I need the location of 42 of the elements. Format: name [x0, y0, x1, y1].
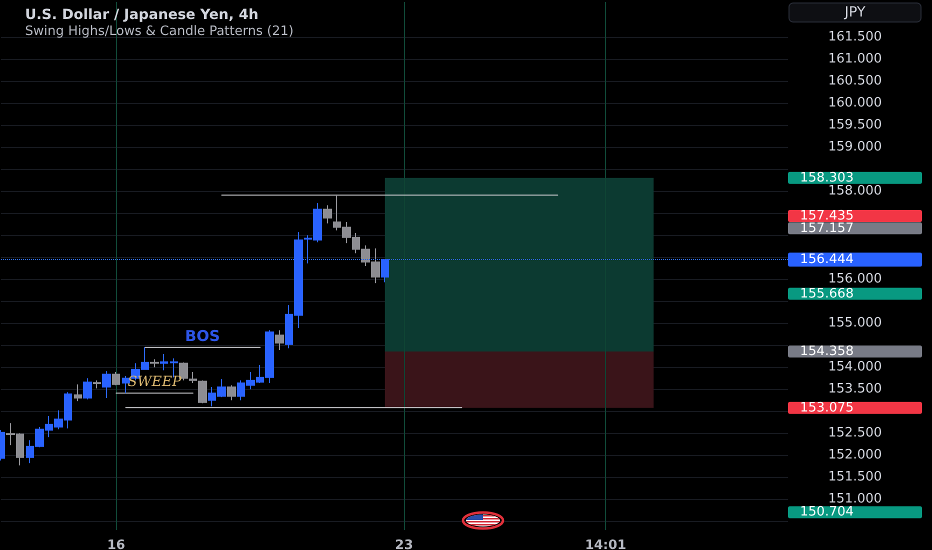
annotation: SWEEP: [128, 374, 182, 390]
y2-tick-label: 155.668: [800, 286, 854, 302]
y-tick-label: 152.500: [828, 426, 882, 441]
x-tick-label: 14:01: [584, 538, 626, 550]
ref-line-label: 156.444: [800, 252, 854, 268]
candlestick: [112, 372, 120, 386]
candlestick: [198, 380, 207, 404]
candlestick: [83, 378, 92, 400]
y-tick-label: 161.000: [828, 52, 882, 67]
x-tick-label: 16: [107, 538, 126, 550]
text: Swing Highs/Lows & Candle Patterns (21): [25, 24, 294, 39]
y-tick-label: 160.000: [828, 96, 882, 111]
y-tick-label: 159.500: [828, 118, 882, 133]
y-axis-title: JPY: [844, 4, 866, 20]
candlestick: [227, 384, 236, 401]
candlestick: [150, 358, 159, 368]
x-tick-label: 23: [395, 538, 414, 550]
candlestick: [74, 384, 82, 402]
y-tick-label: 152.000: [828, 448, 882, 463]
candlestick: [160, 354, 168, 371]
y-tick-label: 154.000: [828, 360, 882, 375]
y-tick-label: 160.500: [828, 74, 882, 89]
y-tick-label: 153.500: [828, 382, 882, 397]
y-tick-label: 156.000: [828, 272, 882, 287]
candlestick: [275, 330, 284, 351]
candlestick: [93, 380, 101, 389]
candlestick: [189, 372, 197, 384]
chart-title: U.S. Dollar / Japanese Yen, 4h: [25, 7, 259, 23]
y-tick-label: 155.000: [828, 316, 882, 331]
y-tick-label: 151.000: [828, 492, 882, 507]
candlestick: [122, 376, 130, 394]
candlestick: [323, 204, 332, 224]
y2-tick-label: 153.075: [800, 400, 854, 416]
y2-tick-label: 154.358: [800, 344, 854, 359]
y-tick-label: 159.000: [828, 140, 882, 155]
candlestick: [102, 370, 111, 398]
y-tick-label: 151.500: [828, 470, 882, 485]
y-tick-label: 161.500: [828, 30, 882, 45]
y2-tick-label: 150.704: [800, 504, 854, 520]
annotation: BOS: [185, 326, 220, 345]
y-tick-label: 158.000: [828, 184, 882, 199]
y2-tick-label: 158.303: [800, 170, 854, 186]
